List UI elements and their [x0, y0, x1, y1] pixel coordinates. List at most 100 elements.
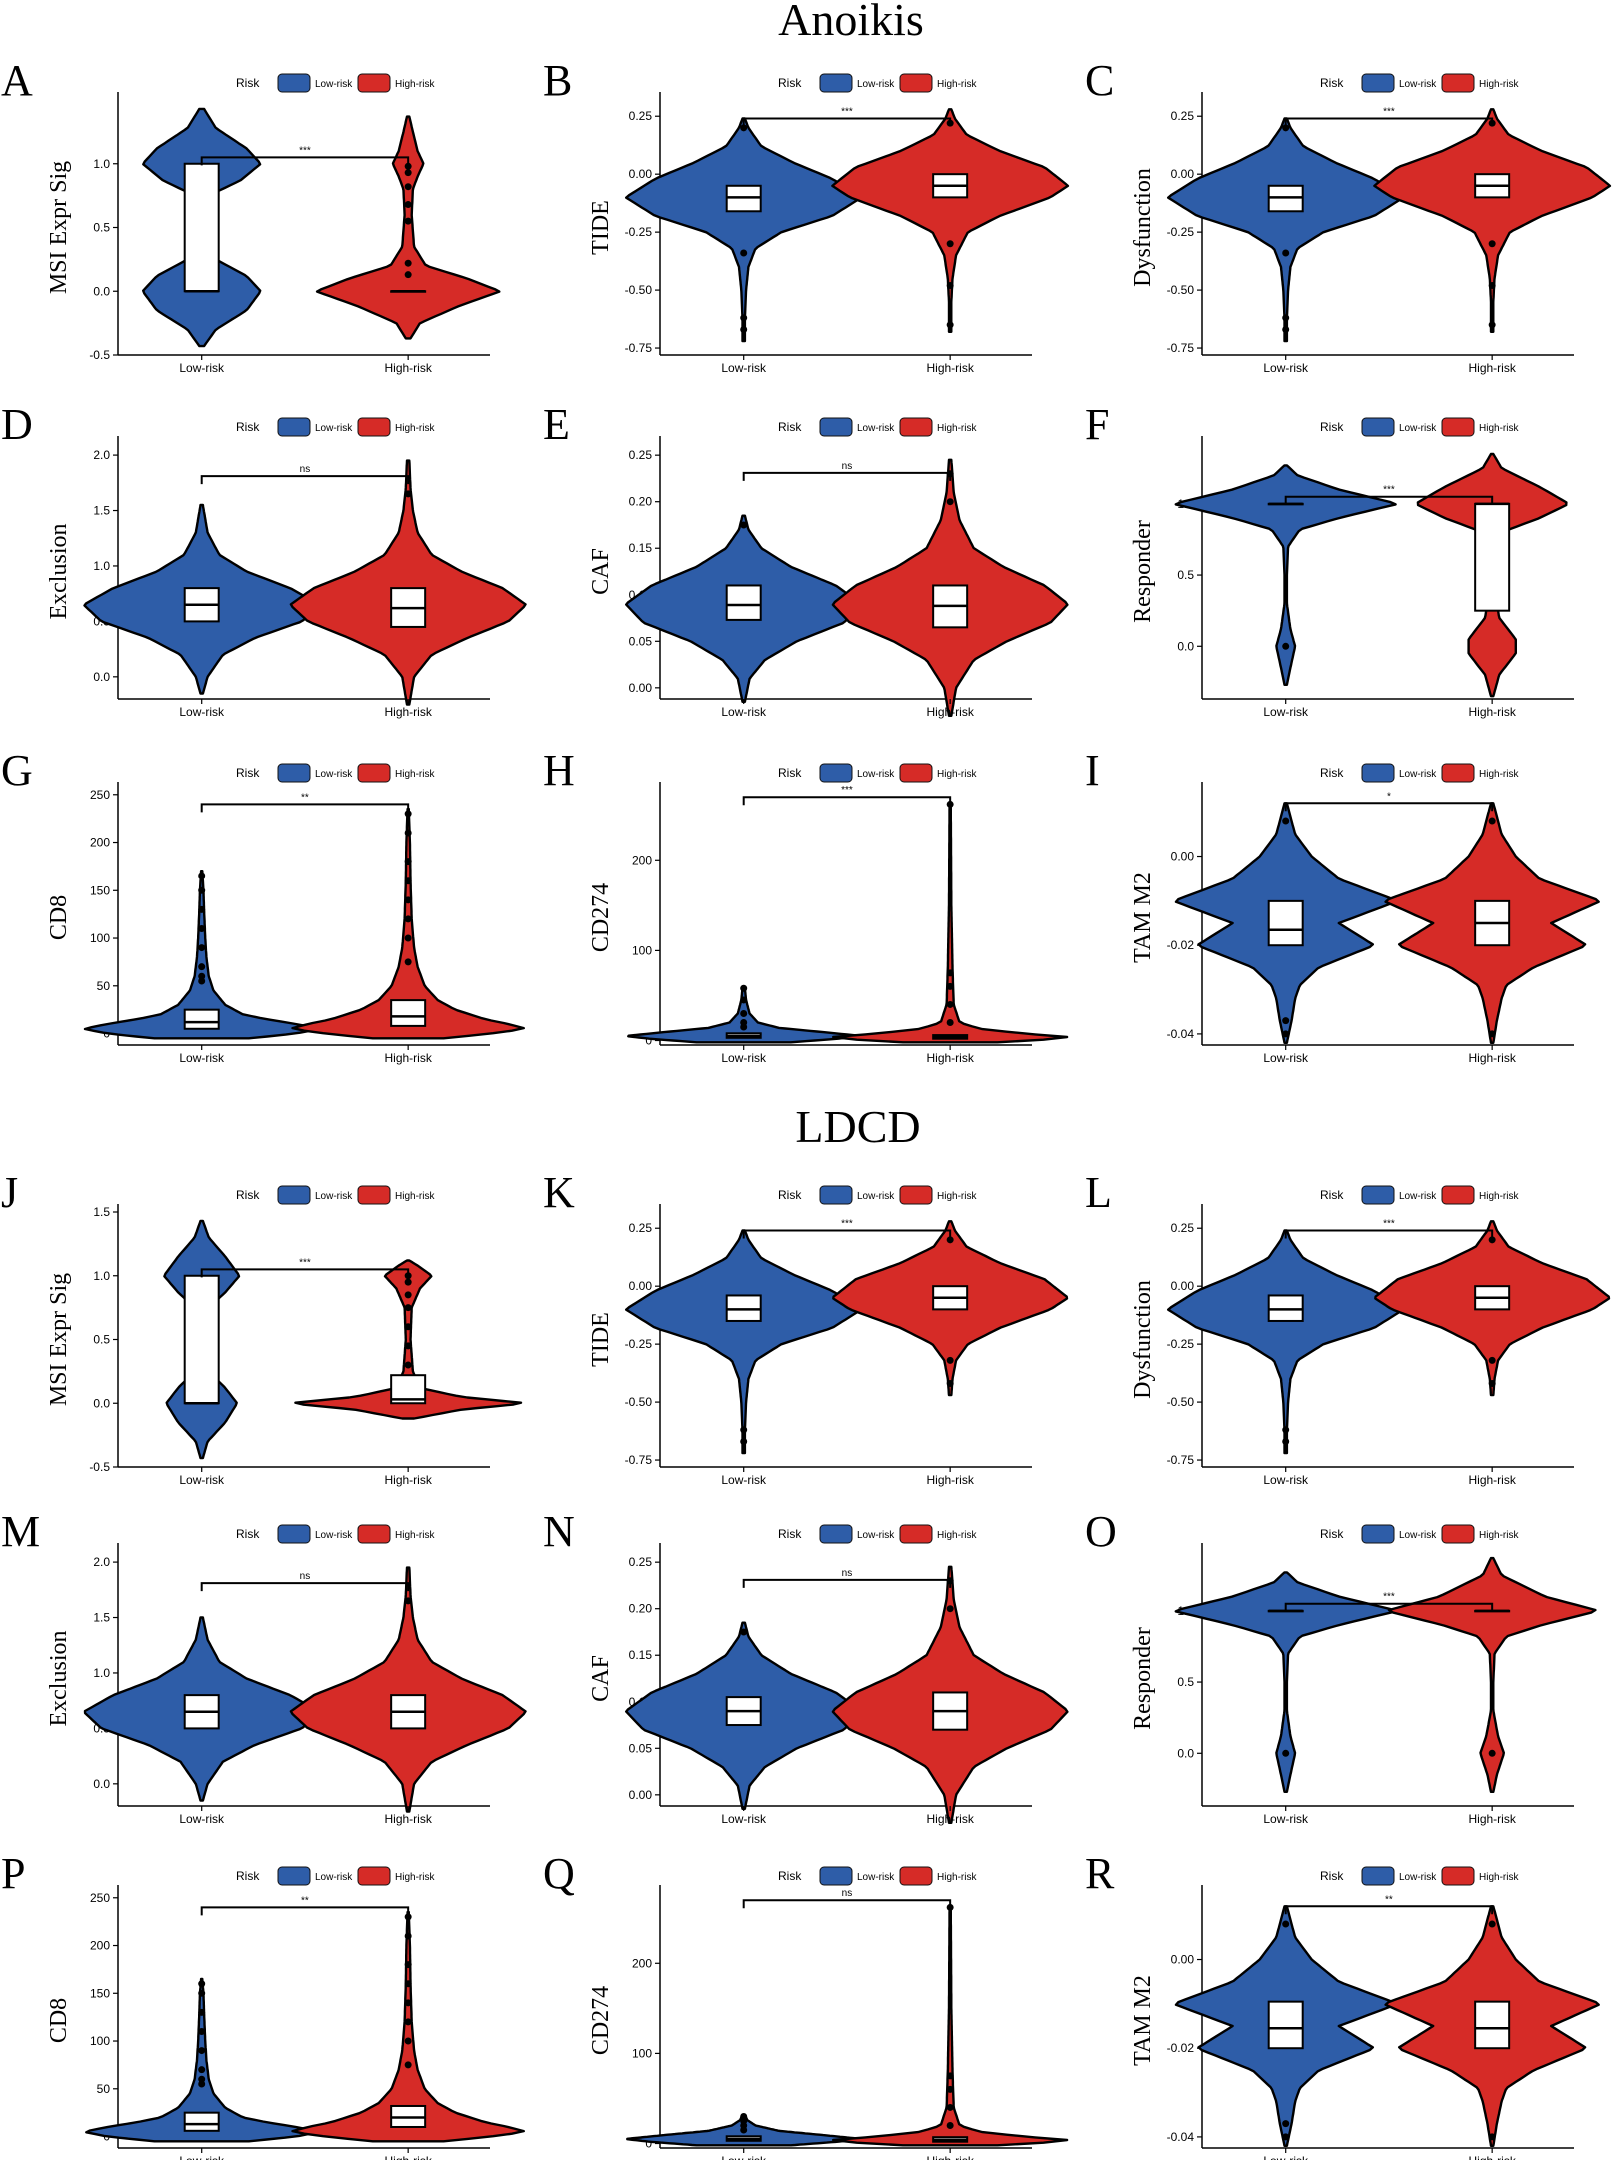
legend-title: Risk — [778, 1869, 802, 1883]
y-tick-label: 200 — [632, 853, 652, 867]
y-tick-label: 0.00 — [629, 1279, 653, 1293]
significance-label: *** — [841, 785, 853, 796]
legend-swatch-low — [277, 1185, 311, 1205]
x-tick-label: High-risk — [1468, 2154, 1516, 2160]
y-tick-label: 0.0 — [93, 1396, 110, 1410]
y-tick-label: -0.50 — [625, 1395, 653, 1409]
y-tick-label: 50 — [97, 2082, 111, 2096]
outlier-point — [1488, 1749, 1496, 1757]
legend: Risk Low-risk High-risk — [1320, 73, 1519, 93]
outlier-point — [404, 271, 412, 279]
outlier-point — [404, 490, 412, 498]
significance-bracket — [1284, 1602, 1494, 1612]
y-tick-label: -0.5 — [89, 1460, 110, 1474]
x-tick-label: Low-risk — [1263, 1051, 1309, 1065]
outlier-point — [946, 1236, 954, 1244]
significance-label: * — [1387, 791, 1391, 802]
violin-low-risk — [1174, 464, 1397, 686]
outlier-point — [404, 2018, 412, 2026]
legend-label-high: High-risk — [395, 79, 435, 90]
y-tick-label: 100 — [632, 943, 652, 957]
significance-bracket — [742, 796, 952, 806]
outlier-point — [404, 1278, 412, 1286]
legend: Risk Low-risk High-risk — [236, 1185, 435, 1205]
outlier-point — [1488, 817, 1496, 825]
y-tick-label: 0.00 — [629, 681, 653, 695]
legend-title: Risk — [1320, 766, 1344, 780]
y-axis-label: CD274 — [588, 883, 614, 952]
x-tick-label: Low-risk — [721, 1051, 767, 1065]
violin-high-risk — [1387, 1556, 1597, 1794]
x-tick-label: High-risk — [926, 1051, 974, 1065]
outlier-point — [946, 1605, 954, 1613]
legend-label-high: High-risk — [395, 423, 435, 434]
panel-letter: K — [543, 1168, 575, 1217]
y-tick-label: 1.0 — [93, 157, 110, 171]
outlier-point — [946, 498, 954, 506]
significance-label: ** — [301, 792, 309, 803]
outlier-point — [1282, 1438, 1290, 1445]
legend: Risk Low-risk High-risk — [778, 73, 977, 93]
legend: Risk Low-risk High-risk — [1320, 1866, 1519, 1886]
panel-letter: Q — [543, 1849, 575, 1898]
significance-bracket — [742, 1578, 952, 1588]
y-axis-label: CAF — [588, 1655, 614, 1702]
outlier-point — [740, 2112, 748, 2120]
legend-label-high: High-risk — [937, 1530, 977, 1541]
legend-label-low: Low-risk — [315, 1191, 353, 1202]
y-tick-label: 0.5 — [1177, 1675, 1194, 1689]
panel-h: H Risk Low-risk High-risk 0 100 200 CD274 Low-ri… — [543, 746, 1069, 1065]
panel-letter: C — [1085, 56, 1114, 105]
legend-title: Risk — [236, 1869, 260, 1883]
legend-title: Risk — [778, 766, 802, 780]
y-tick-label: 0.00 — [1171, 850, 1195, 864]
panel-k: K Risk Low-risk High-risk -0.75 -0.50 -0.25 0.0… — [543, 1168, 1069, 1487]
legend-swatch-high — [357, 1866, 391, 1886]
outlier-point — [1488, 240, 1496, 248]
x-tick-label: High-risk — [1468, 1812, 1516, 1826]
x-tick-label: High-risk — [926, 2154, 974, 2160]
y-tick-label: 250 — [90, 788, 110, 802]
legend-label-low: Low-risk — [1399, 1872, 1437, 1883]
y-tick-label: 0.25 — [1171, 109, 1195, 123]
x-tick-label: Low-risk — [179, 1473, 225, 1487]
panel-q: Q Risk Low-risk High-risk 0 100 200 CD274 Low-ri… — [543, 1849, 1069, 2160]
y-tick-label: 0.00 — [629, 167, 653, 181]
y-axis-label: TIDE — [588, 200, 614, 255]
outlier-point — [404, 829, 412, 837]
outlier-point — [404, 1361, 412, 1369]
panel-c: C Risk Low-risk High-risk -0.75 -0.50 -0.25 0.0… — [1085, 56, 1612, 375]
y-tick-label: 200 — [90, 1939, 110, 1953]
significance-bracket — [742, 1229, 952, 1239]
significance-bracket — [1284, 117, 1494, 127]
y-tick-label: 0.0 — [1177, 1746, 1194, 1760]
y-tick-label: 100 — [90, 2034, 110, 2048]
legend-swatch-low — [277, 1866, 311, 1886]
outlier-point — [946, 1380, 954, 1388]
significance-bracket — [200, 475, 410, 485]
legend-title: Risk — [778, 420, 802, 434]
panel-r: R Risk Low-risk High-risk 0.00 -0.02 -0.04 TAM … — [1085, 1849, 1600, 2160]
panel-letter: M — [1, 1507, 40, 1556]
legend-label-high: High-risk — [1479, 1872, 1519, 1883]
outlier-point — [198, 886, 206, 894]
significance-label: *** — [841, 107, 853, 118]
y-tick-label: 50 — [97, 979, 111, 993]
legend-title: Risk — [236, 420, 260, 434]
outlier-point — [404, 1932, 412, 1940]
significance-bracket — [742, 1899, 952, 1909]
x-tick-label: High-risk — [1468, 1473, 1516, 1487]
y-tick-label: -0.75 — [625, 341, 653, 355]
legend-label-high: High-risk — [937, 1872, 977, 1883]
outlier-point — [404, 1999, 412, 2007]
outlier-point — [1488, 1356, 1496, 1364]
x-tick-label: Low-risk — [1263, 2154, 1309, 2160]
box-low-risk — [183, 162, 220, 293]
panel-g: GRiskLow-riskHigh-risk050100150200250CD8… — [1, 746, 525, 1065]
violin-high-risk — [315, 115, 501, 340]
legend-swatch-high — [899, 417, 933, 437]
legend-swatch-high — [1441, 1524, 1475, 1544]
outlier-point — [404, 1323, 412, 1331]
y-tick-label: 2.0 — [93, 1555, 110, 1569]
